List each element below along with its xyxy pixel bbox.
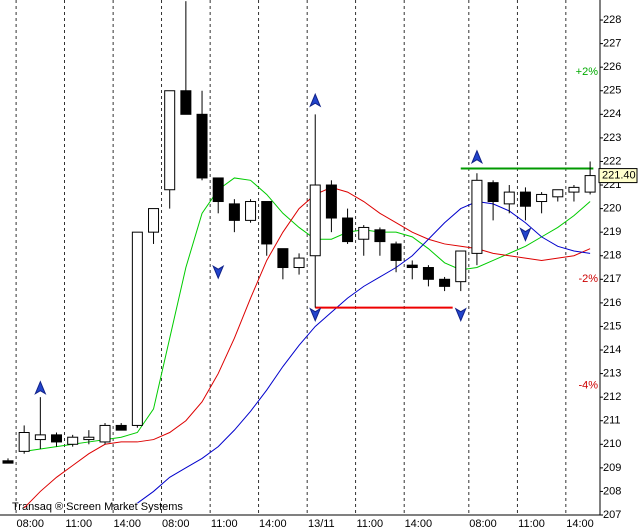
sell-signal [454,307,467,322]
x-tick-label: 11:00 [65,518,92,530]
candle-body [536,193,548,203]
x-tick-label: 14:00 [259,518,287,530]
buy-signal [309,92,322,108]
candle-body [228,203,240,221]
level-label: -4% [578,379,598,391]
y-tick-label: 219 [603,226,621,238]
moving-average [23,186,591,509]
x-tick-label: 14:00 [114,518,142,530]
candle-body [342,217,354,243]
y-tick-label: 220 [603,202,621,214]
y-tick-label: 216 [603,297,621,309]
sell-signal [309,307,322,322]
y-tick-label: 227 [603,38,621,50]
y-tick-label: 222 [603,155,621,167]
candle-body [67,436,79,445]
x-tick-label: 11:00 [356,518,383,530]
moving-average [137,201,591,504]
candle-body [115,424,127,431]
y-tick-label: 218 [603,250,621,262]
candle-body [309,184,321,257]
y-tick-label: 212 [603,391,621,403]
candle-body [83,436,95,441]
y-tick-label: 223 [603,132,621,144]
candle-body [503,191,515,205]
y-tick-label: 226 [603,61,621,73]
candle-body [422,267,434,280]
candle-body [148,208,160,233]
candle-body [196,113,208,179]
y-tick-label: 207 [603,509,621,521]
buy-signal [34,380,47,395]
x-tick-label: 14:00 [405,518,433,530]
x-tick-label: 08:00 [16,518,44,530]
level-label: -2% [578,273,598,285]
x-tick-label: 13/11 [308,518,335,530]
candle-body [374,229,386,243]
candle-body [325,184,337,219]
candle-body [519,191,531,207]
moving-average [24,177,591,452]
y-tick-label: 217 [603,273,621,285]
last-price-label: 221.40 [602,170,636,182]
x-tick-label: 11:00 [518,518,545,530]
sell-signal [519,227,532,242]
y-tick-label: 224 [603,108,621,120]
buy-signal [470,149,483,164]
candle-body [245,201,257,221]
x-tick-label: 08:00 [469,518,497,530]
candle-body [293,257,305,269]
y-tick-label: 211 [603,415,621,427]
x-tick-label: 14:00 [566,518,594,530]
candle-body [131,231,143,426]
last-price-box [598,168,638,184]
candle-body [164,90,176,191]
candle-body [277,248,289,269]
candle-body [51,434,63,443]
candle-body [99,424,111,443]
candle-body [358,226,370,240]
sell-signal [212,265,225,280]
candle-body [2,460,14,464]
y-tick-label: 208 [603,485,621,497]
y-tick-label: 215 [603,320,621,332]
y-tick-label: 209 [603,462,621,474]
watermark: Transaq ® Screen Market Systems [12,501,183,513]
candle-body [261,201,273,245]
candle-body [552,189,564,198]
candle-body [390,243,402,261]
candle-body [568,186,580,193]
candle-body [34,434,46,441]
x-tick-label: 11:00 [211,518,238,530]
candle-body [439,278,451,287]
candle-body [212,177,224,203]
y-tick-label: 228 [603,14,621,26]
candle-body [487,182,499,203]
x-tick-label: 08:00 [162,518,190,530]
y-tick-label: 214 [603,344,621,356]
candle-body [18,432,30,452]
candle-body [406,264,418,269]
y-tick-label: 210 [603,438,621,450]
candle-body [471,179,483,254]
level-label: +2% [576,66,599,78]
candle-body [455,250,467,283]
y-tick-label: 225 [603,85,621,97]
candle-body [584,175,596,193]
candle-body [180,90,192,115]
y-tick-label: 213 [603,367,621,379]
